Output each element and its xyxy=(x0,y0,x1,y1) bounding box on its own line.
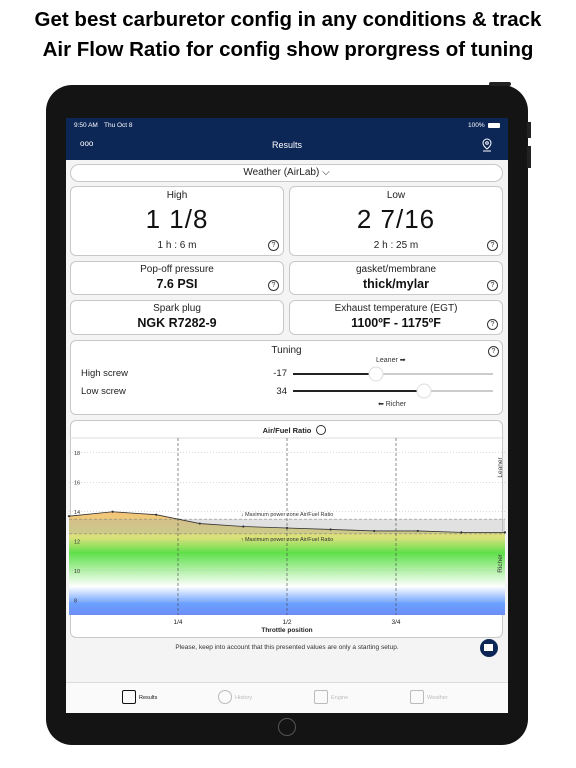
card-value: 1100ºF - 1175ºF xyxy=(351,316,441,330)
help-button[interactable]: ? xyxy=(268,240,279,251)
footer-note: Please, keep into account that this pres… xyxy=(175,644,399,651)
x-tick-label: 3/4 xyxy=(391,619,400,626)
card-value: 1 1/8 xyxy=(145,204,209,234)
tab-icon[interactable] xyxy=(314,690,328,704)
nav-title: Results xyxy=(271,140,302,150)
tuning-title: Tuning xyxy=(271,345,302,356)
y-tick-label: 16 xyxy=(74,480,80,486)
x-axis-label: Throttle position xyxy=(261,627,312,634)
status-date: Thu Oct 8 xyxy=(104,122,133,129)
x-tick-label: 1/4 xyxy=(173,619,182,626)
battery-icon xyxy=(488,123,500,128)
result-card xyxy=(70,300,284,335)
chart: Air/Fuel Ratio↓ Maximum power zone Air/F… xyxy=(67,425,507,634)
x-tick-label: 1/2 xyxy=(282,619,291,626)
ratio-point xyxy=(373,529,376,533)
card-label: Exhaust temperature (EGT) xyxy=(334,303,458,314)
result-card xyxy=(70,186,284,256)
headline: Air Flow Ratio for config show prorgress… xyxy=(42,38,534,61)
card-label: High xyxy=(166,190,188,201)
status-time: 9:50 AM xyxy=(74,122,98,129)
y-tick-label: 12 xyxy=(74,539,80,545)
ratio-point xyxy=(503,531,507,534)
slider-thumb[interactable] xyxy=(368,366,384,382)
ratio-point xyxy=(67,515,71,518)
ratio-point xyxy=(329,528,332,531)
button xyxy=(527,146,531,168)
result-card xyxy=(289,261,503,295)
card-label: Pop-off pressure xyxy=(140,264,214,275)
location-button[interactable] xyxy=(481,138,493,152)
card-value: thick/mylar xyxy=(362,277,429,291)
help-button[interactable]: ? xyxy=(487,280,498,291)
screw-value: -17 xyxy=(273,368,287,379)
ratio-point xyxy=(111,510,114,513)
weather-selector[interactable]: Weather (AirLab) ⌵ xyxy=(70,164,503,182)
card-value: 2 7/16 xyxy=(356,204,436,234)
screw-label: High screw xyxy=(81,368,128,379)
tuning-card xyxy=(70,340,503,415)
result-card xyxy=(289,186,503,256)
result-card xyxy=(289,300,503,335)
card-label: Spark plug xyxy=(153,303,201,314)
chart-title: Air/Fuel Ratio xyxy=(263,426,312,435)
tab-icon[interactable] xyxy=(410,690,424,704)
menu-button[interactable]: ooo xyxy=(80,139,94,148)
y-tick-label: 14 xyxy=(74,510,80,516)
mail-icon xyxy=(484,644,493,651)
screw-value: 34 xyxy=(276,386,287,397)
home-button[interactable] xyxy=(278,718,296,736)
y-tick-label: 10 xyxy=(74,569,80,575)
card-value: 7.6 PSI xyxy=(156,277,198,291)
ratio-point xyxy=(155,513,158,516)
help-button[interactable]: ? xyxy=(488,346,499,357)
card-sub: 2 h : 25 m xyxy=(373,240,419,251)
tab-label[interactable]: Engine xyxy=(331,695,349,701)
card-label: gasket/membrane xyxy=(355,264,437,275)
ratio-point xyxy=(285,526,289,530)
ratio-point xyxy=(242,525,245,528)
button xyxy=(489,82,511,86)
ratio-point xyxy=(460,531,463,534)
help-button[interactable]: ? xyxy=(487,319,498,330)
tab-label[interactable]: Results xyxy=(139,695,158,701)
weather-label: Weather (AirLab) xyxy=(243,167,320,178)
y-tick-label: 8 xyxy=(74,598,77,604)
card-label: Low xyxy=(386,190,406,201)
ratio-point xyxy=(198,522,201,525)
tab-label[interactable]: Weather xyxy=(427,695,448,701)
ratio-point xyxy=(416,529,419,533)
nav-bar xyxy=(66,118,508,160)
chevron: ⌵ xyxy=(322,167,330,178)
sliders xyxy=(293,366,493,399)
tab-icon[interactable] xyxy=(122,690,136,704)
card-value: NGK R7282-9 xyxy=(137,316,217,330)
headline: Get best carburetor config in any condit… xyxy=(34,8,542,31)
side-label: Richer xyxy=(497,553,504,573)
y-tick-label: 18 xyxy=(74,451,80,457)
help-button[interactable] xyxy=(316,425,326,435)
tab-label[interactable]: History xyxy=(235,695,253,701)
slider-thumb[interactable] xyxy=(416,383,432,399)
status-battery: 100% xyxy=(468,122,485,129)
leaner-label: Leaner ➡ xyxy=(376,357,406,364)
result-card xyxy=(70,261,284,295)
button xyxy=(527,122,531,138)
side-label: Leaner xyxy=(497,457,504,478)
help-button[interactable]: ? xyxy=(268,280,279,291)
richer-label: ⬅ Richer xyxy=(378,401,407,408)
help-button[interactable]: ? xyxy=(487,240,498,251)
card-sub: 1 h : 6 m xyxy=(157,240,197,251)
screw-label: Low screw xyxy=(81,386,126,397)
tab-bar xyxy=(66,682,508,713)
tab-icon[interactable] xyxy=(218,690,232,704)
